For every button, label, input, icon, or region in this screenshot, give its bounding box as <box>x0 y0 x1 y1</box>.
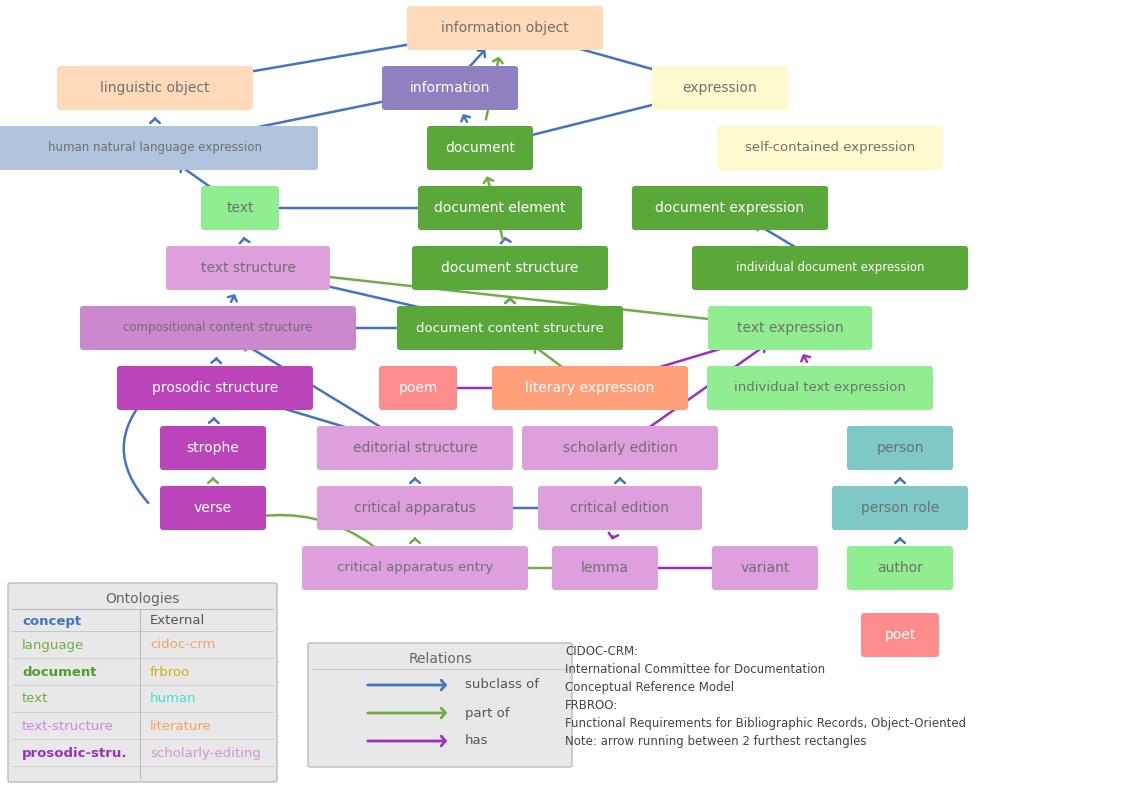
FancyBboxPatch shape <box>861 613 939 657</box>
FancyBboxPatch shape <box>847 546 953 590</box>
FancyBboxPatch shape <box>427 126 533 170</box>
FancyBboxPatch shape <box>0 126 318 170</box>
Text: linguistic object: linguistic object <box>100 81 210 95</box>
FancyBboxPatch shape <box>317 486 513 530</box>
FancyBboxPatch shape <box>302 546 528 590</box>
Text: critical apparatus: critical apparatus <box>354 501 476 515</box>
FancyBboxPatch shape <box>538 486 702 530</box>
FancyBboxPatch shape <box>80 306 356 350</box>
Text: individual document expression: individual document expression <box>736 261 924 275</box>
FancyBboxPatch shape <box>407 6 603 50</box>
Text: External: External <box>150 615 206 627</box>
Text: prosodic structure: prosodic structure <box>152 381 279 395</box>
Text: prosodic-stru.: prosodic-stru. <box>22 746 128 760</box>
Text: text expression: text expression <box>737 321 843 335</box>
FancyBboxPatch shape <box>832 486 968 530</box>
Text: poet: poet <box>884 628 915 642</box>
Text: scholarly edition: scholarly edition <box>563 441 677 455</box>
Text: text: text <box>226 201 254 215</box>
FancyBboxPatch shape <box>492 366 688 410</box>
FancyBboxPatch shape <box>382 66 518 110</box>
Text: information object: information object <box>441 21 569 35</box>
Text: critical apparatus entry: critical apparatus entry <box>337 561 493 575</box>
FancyBboxPatch shape <box>378 366 457 410</box>
Text: concept: concept <box>22 615 81 627</box>
FancyBboxPatch shape <box>201 186 279 230</box>
FancyBboxPatch shape <box>418 186 582 230</box>
FancyBboxPatch shape <box>398 306 623 350</box>
Text: human: human <box>150 692 197 706</box>
Text: compositional content structure: compositional content structure <box>124 322 312 334</box>
FancyBboxPatch shape <box>57 66 253 110</box>
Text: document content structure: document content structure <box>416 322 604 334</box>
Text: editorial structure: editorial structure <box>353 441 477 455</box>
Text: text-structure: text-structure <box>22 719 113 733</box>
FancyBboxPatch shape <box>847 426 953 470</box>
Text: lemma: lemma <box>581 561 629 575</box>
Text: frbroo: frbroo <box>150 665 190 679</box>
Text: document: document <box>22 665 97 679</box>
Text: Relations: Relations <box>408 652 472 666</box>
Text: individual text expression: individual text expression <box>734 381 906 395</box>
Text: document structure: document structure <box>441 261 578 275</box>
FancyBboxPatch shape <box>117 366 313 410</box>
FancyBboxPatch shape <box>707 306 871 350</box>
FancyBboxPatch shape <box>159 426 266 470</box>
FancyBboxPatch shape <box>652 66 788 110</box>
FancyBboxPatch shape <box>166 246 330 290</box>
FancyBboxPatch shape <box>308 643 572 767</box>
Text: self-contained expression: self-contained expression <box>745 141 915 155</box>
FancyBboxPatch shape <box>317 426 513 470</box>
Text: critical edition: critical edition <box>570 501 669 515</box>
Text: document expression: document expression <box>656 201 804 215</box>
Text: CIDOC-CRM:
International Committee for Documentation
Conceptual Reference Model
: CIDOC-CRM: International Committee for D… <box>565 645 966 748</box>
Text: cidoc-crm: cidoc-crm <box>150 638 216 652</box>
FancyBboxPatch shape <box>707 366 933 410</box>
Text: text structure: text structure <box>201 261 295 275</box>
Text: author: author <box>877 561 923 575</box>
FancyBboxPatch shape <box>412 246 608 290</box>
Text: person role: person role <box>861 501 939 515</box>
FancyBboxPatch shape <box>692 246 968 290</box>
Text: literary expression: literary expression <box>526 381 655 395</box>
FancyBboxPatch shape <box>632 186 828 230</box>
Text: literature: literature <box>150 719 212 733</box>
Text: information: information <box>410 81 490 95</box>
Text: has: has <box>465 734 489 747</box>
FancyBboxPatch shape <box>159 486 266 530</box>
Text: verse: verse <box>194 501 232 515</box>
FancyBboxPatch shape <box>716 126 943 170</box>
Text: part of: part of <box>465 707 510 719</box>
Text: human natural language expression: human natural language expression <box>48 141 262 155</box>
Text: text: text <box>22 692 48 706</box>
Text: variant: variant <box>740 561 789 575</box>
Text: strophe: strophe <box>186 441 239 455</box>
Text: poem: poem <box>399 381 438 395</box>
Text: subclass of: subclass of <box>465 679 539 692</box>
FancyBboxPatch shape <box>522 426 718 470</box>
FancyBboxPatch shape <box>712 546 818 590</box>
Text: scholarly-editing: scholarly-editing <box>150 746 261 760</box>
Text: expression: expression <box>683 81 757 95</box>
FancyBboxPatch shape <box>553 546 658 590</box>
Text: document element: document element <box>435 201 566 215</box>
Text: document: document <box>445 141 515 155</box>
Text: Ontologies: Ontologies <box>106 592 180 606</box>
Text: person: person <box>876 441 924 455</box>
Text: language: language <box>22 638 84 652</box>
FancyBboxPatch shape <box>8 583 277 782</box>
